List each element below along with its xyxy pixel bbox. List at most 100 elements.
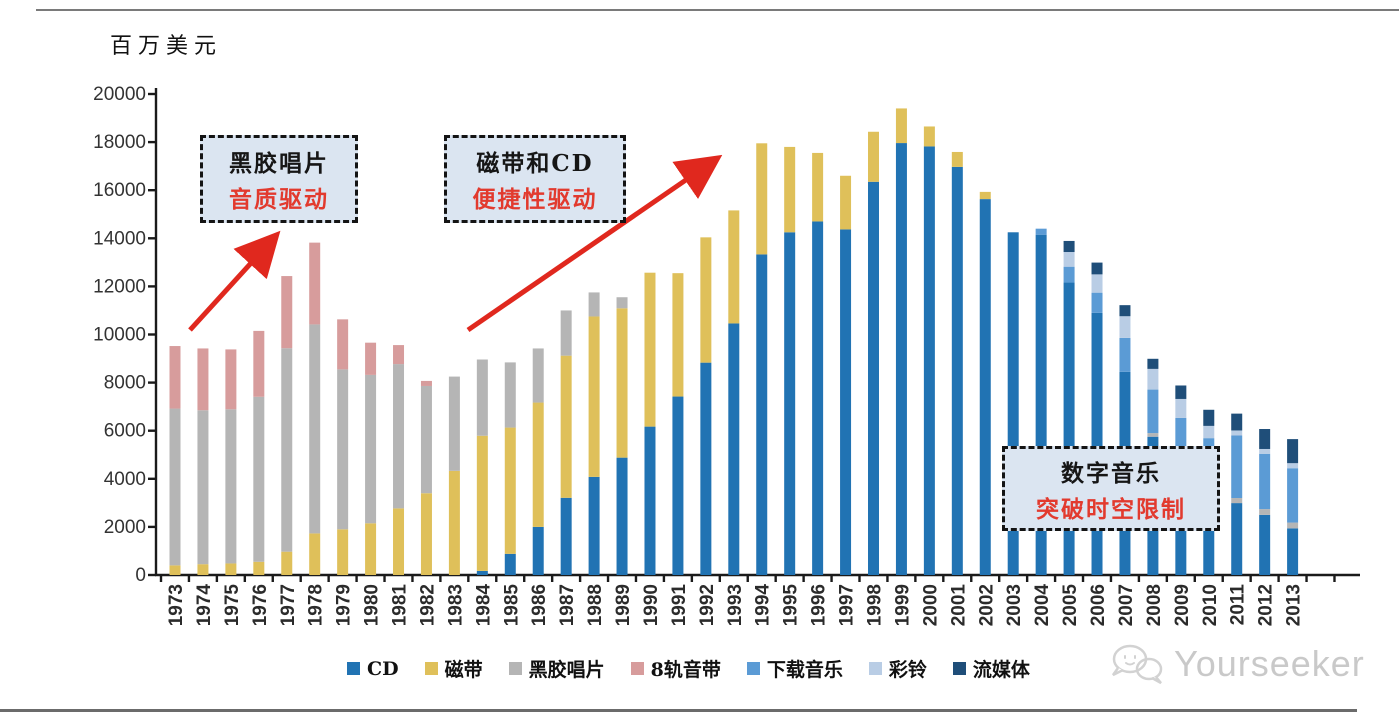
bar-segment-CD (784, 232, 796, 575)
bar-segment-CD (868, 181, 879, 575)
x-tick-label-1981: 1981 (390, 584, 411, 627)
x-tick-label-1993: 1993 (725, 584, 746, 626)
bar-segment-CD (923, 146, 935, 575)
y-tick-label: 18000 (93, 132, 146, 153)
trend-arrows (188, 154, 723, 333)
bar-segment-磁带 (532, 402, 544, 527)
bar-segment-CD (979, 199, 991, 575)
bar-segment-磁带 (756, 143, 768, 255)
legend-item-CD: CD (347, 658, 399, 680)
annotation-subtitle: 音质驱动 (229, 186, 329, 213)
bar-segment-CD (1287, 528, 1299, 575)
bar-segment-CD (840, 229, 852, 576)
legend-swatch (868, 662, 882, 675)
legend-swatch (952, 662, 966, 675)
bar-stack-1974 (197, 348, 209, 575)
y-tick-label: 6000 (104, 421, 146, 442)
bar-segment-流媒体 (1119, 305, 1131, 317)
bar-stack-1981 (393, 345, 405, 575)
bar-segment-磁带 (281, 551, 293, 575)
legend-item-磁带: 磁带 (424, 655, 483, 682)
bar-stack-1984 (476, 359, 488, 575)
bar-segment-8轨音带 (365, 342, 377, 375)
bar-segment-磁带 (504, 427, 516, 554)
bar-segment-黑胶唱片 (281, 348, 293, 552)
bar-segment-流媒体 (1231, 413, 1243, 431)
wechat-icon (1111, 644, 1163, 685)
annotation-box-vinyl: 黑胶唱片 音质驱动 (200, 135, 358, 223)
bar-segment-磁带 (420, 493, 432, 575)
x-tick-label-1991: 1991 (669, 584, 690, 627)
bar-segment-CD (700, 362, 712, 575)
bar-segment-下载音乐 (1035, 228, 1047, 235)
x-tick-label-2009: 2009 (1172, 584, 1193, 626)
bar-stack-1993 (728, 210, 740, 575)
bar-segment-彩铃 (1231, 430, 1243, 436)
bar-segment-磁带 (951, 151, 963, 167)
y-tick-label: 10000 (93, 325, 146, 346)
bar-stack-1988 (588, 292, 600, 575)
bar-segment-8轨音带 (393, 345, 405, 365)
bar-segment-CD (756, 254, 768, 575)
x-tick-label-2008: 2008 (1144, 584, 1165, 626)
bar-segment-CD (1007, 232, 1019, 575)
bar-segment-磁带 (895, 108, 907, 144)
bar-segment-磁带 (840, 175, 852, 230)
bar-segment-流媒体 (1063, 240, 1075, 253)
y-tick-label: 20000 (93, 84, 146, 105)
bar-segment-磁带 (365, 523, 377, 575)
bar-segment-彩铃 (1287, 463, 1299, 469)
bar-segment-黑胶唱片 (1231, 498, 1243, 504)
annotation-title: 数字音乐 (1061, 459, 1161, 487)
bar-segment-下载音乐 (1175, 417, 1187, 472)
bar-segment-下载音乐 (1287, 468, 1299, 523)
x-tick-labels: 1973 1974 1975 1976 1977 1978 1979 1980 1981 1982… (166, 584, 1305, 627)
bar-segment-黑胶唱片 (253, 396, 265, 562)
x-tick-label-1977: 1977 (278, 584, 299, 626)
legend-label: 下载音乐 (766, 659, 843, 681)
bar-stack-1973 (169, 346, 181, 575)
bar-segment-黑胶唱片 (169, 408, 181, 566)
watermark-text: Yourseeker (1174, 643, 1365, 684)
arrow-cd-era (466, 154, 723, 333)
x-tick-label-1995: 1995 (781, 584, 802, 627)
bar-segment-CD (1035, 234, 1047, 575)
x-tick-label-1989: 1989 (613, 584, 634, 626)
x-tick-label-1976: 1976 (250, 584, 271, 626)
legend-label: 黑胶唱片 (528, 659, 605, 681)
bar-stack-1989 (616, 297, 628, 575)
bar-stack-2004 (1035, 228, 1047, 575)
bar-segment-磁带 (560, 355, 572, 498)
bar-segment-CD (504, 553, 516, 575)
x-tick-label-1974: 1974 (194, 584, 215, 627)
x-tick-label-1987: 1987 (557, 584, 578, 626)
bar-stack-2001 (951, 151, 963, 575)
bar-segment-磁带 (728, 210, 740, 324)
x-tick-label-2003: 2003 (1004, 584, 1025, 626)
bars-group (169, 108, 1299, 576)
bar-segment-黑胶唱片 (225, 409, 237, 564)
x-tick-label-2007: 2007 (1116, 584, 1137, 626)
x-tick-label-2001: 2001 (948, 584, 969, 627)
bar-stack-1985 (504, 362, 516, 575)
bar-stack-1980 (365, 342, 377, 575)
bar-segment-CD (588, 476, 600, 575)
bar-stack-2000 (923, 126, 935, 575)
x-tick-label-2004: 2004 (1032, 584, 1053, 627)
bar-stack-1976 (253, 330, 265, 575)
bar-stack-1978 (309, 242, 321, 575)
x-tick-label-2005: 2005 (1060, 584, 1081, 627)
annotation-subtitle: 便捷性驱动 (472, 186, 598, 213)
bar-segment-下载音乐 (1231, 435, 1243, 499)
bar-segment-流媒体 (1287, 439, 1299, 464)
bar-segment-磁带 (979, 191, 991, 200)
bar-stack-1992 (700, 237, 712, 575)
legend-swatch (424, 662, 438, 675)
x-tick-label-1998: 1998 (865, 584, 886, 626)
bar-stack-1977 (281, 276, 293, 575)
bar-segment-磁带 (812, 152, 824, 222)
bar-segment-磁带 (644, 272, 656, 427)
bar-segment-CD (728, 323, 740, 575)
bar-segment-彩铃 (1063, 252, 1075, 267)
x-tick-label-1999: 1999 (892, 584, 913, 626)
